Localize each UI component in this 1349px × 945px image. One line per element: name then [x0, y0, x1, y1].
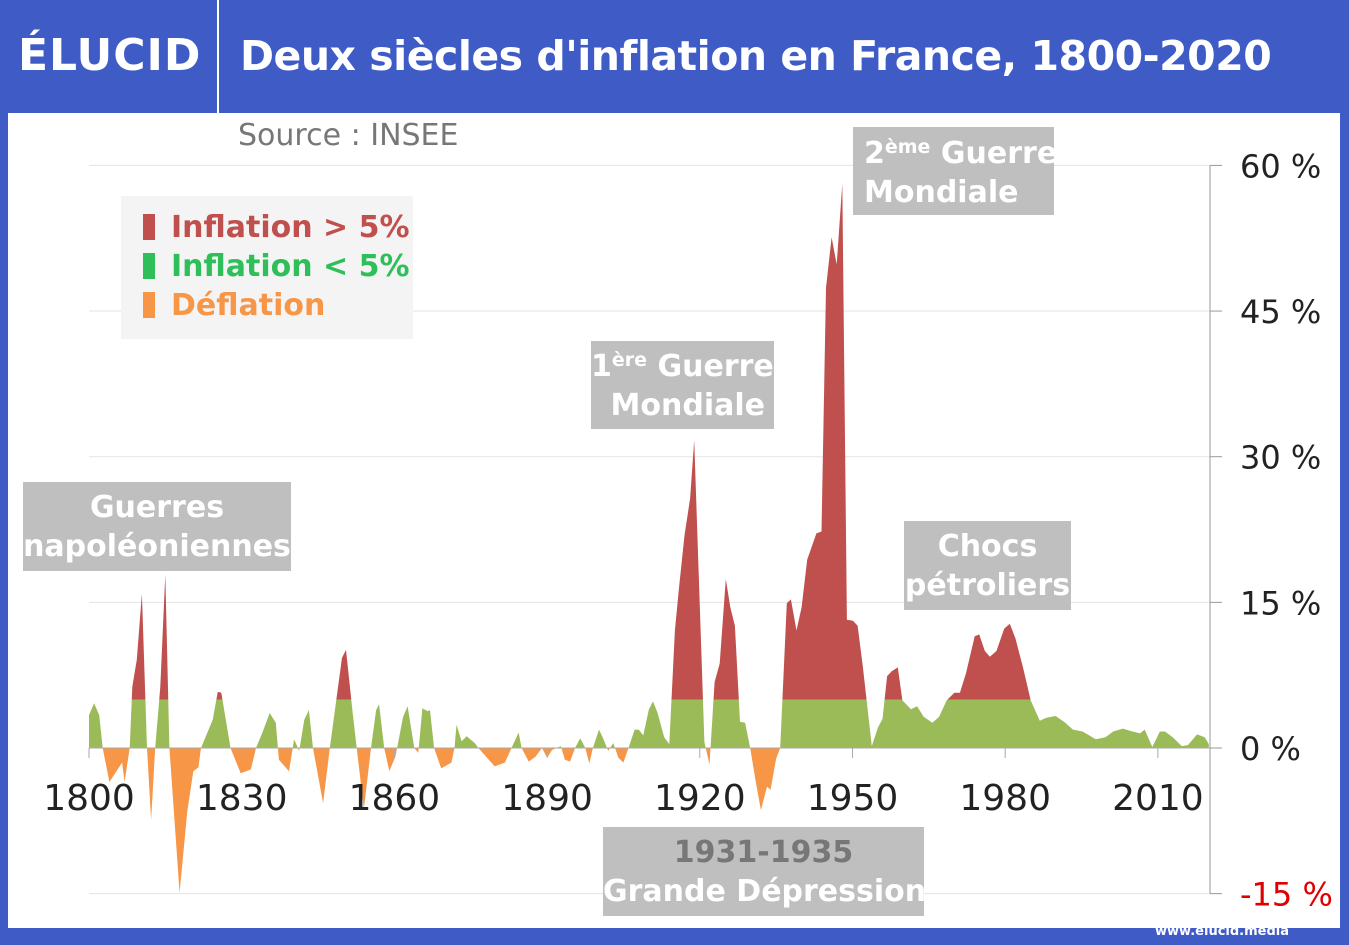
y-tick-label: 0 %	[1240, 730, 1301, 768]
x-tick-label: 1920	[654, 778, 746, 819]
y-tick-label: 30 %	[1240, 439, 1321, 477]
y-tick-label: 15 %	[1240, 584, 1321, 622]
annotation-line: Mondiale	[610, 388, 765, 423]
legend-label: Inflation < 5%	[171, 249, 410, 284]
header-divider	[217, 0, 219, 113]
area-inflation-below-5	[89, 699, 1209, 749]
annotation-ww2: 2ème Guerre Mondiale	[853, 127, 1058, 215]
elucid-logo: ÉLUCID	[18, 30, 202, 81]
legend-item-deflation: Déflation	[143, 288, 325, 323]
annotation-line: Guerre	[940, 136, 1058, 171]
x-tick-label: 2010	[1112, 778, 1204, 819]
legend-item-inflation-low: Inflation < 5%	[143, 249, 410, 284]
source-label: Source : INSEE	[238, 118, 459, 153]
annotation-line: napoléoniennes	[23, 529, 291, 564]
x-tick-label: 1980	[959, 778, 1051, 819]
annotation-great-depression: 1931-1935 Grande Dépression	[603, 827, 927, 916]
annotation-napoleonic-wars: Guerres napoléoniennes	[23, 482, 291, 571]
annotation-superscript: ème	[884, 136, 931, 158]
legend-swatch-red	[143, 214, 155, 240]
footer-url[interactable]: www.elucid.media	[1155, 924, 1289, 939]
legend-label: Déflation	[171, 288, 326, 323]
x-tick-label: 1950	[807, 778, 899, 819]
x-tick-label: 1890	[501, 778, 593, 819]
legend-swatch-orange	[143, 292, 155, 318]
annotation-line: pétroliers	[904, 568, 1071, 603]
y-tick-label: 45 %	[1240, 293, 1321, 331]
legend-swatch-green	[143, 253, 155, 279]
legend-label: Inflation > 5%	[171, 210, 410, 245]
annotation-ww1: 1ère Guerre Mondiale	[591, 341, 774, 429]
x-tick-label: 1860	[349, 778, 441, 819]
chart-title: Deux siècles d'inflation en France, 1800…	[240, 32, 1272, 80]
annotation-superscript: ère	[611, 349, 648, 371]
annotation-line: 1931-1935	[673, 835, 854, 870]
annotation-line: Guerre	[657, 349, 774, 384]
annotation-number: 2	[864, 136, 885, 171]
legend-item-inflation-high: Inflation > 5%	[143, 210, 410, 245]
header: ÉLUCID Deux siècles d'inflation en Franc…	[0, 0, 1349, 113]
x-tick-label: 1830	[196, 778, 288, 819]
y-tick-label: 60 %	[1240, 147, 1321, 185]
x-tick-label: 1800	[43, 778, 135, 819]
annotation-line: Chocs	[937, 529, 1038, 564]
y-tick-label: -15 %	[1240, 876, 1333, 914]
legend: Inflation > 5% Inflation < 5% Déflation	[121, 196, 413, 339]
annotation-line: Guerres	[89, 490, 225, 525]
annotation-number: 1	[591, 349, 612, 384]
annotation-oil-shocks: Chocs pétroliers	[904, 521, 1071, 610]
annotation-line: Grande Dépression	[603, 874, 927, 909]
annotation-line: Mondiale	[864, 175, 1019, 210]
